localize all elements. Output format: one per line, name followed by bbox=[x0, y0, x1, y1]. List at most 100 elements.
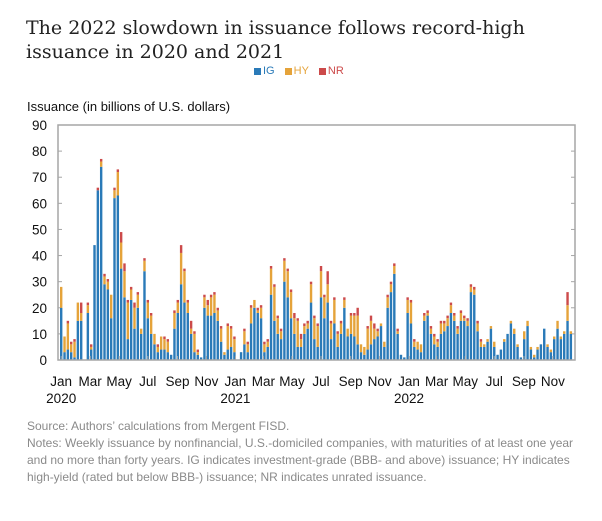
bar-nr bbox=[316, 323, 319, 327]
bar-hy bbox=[333, 299, 336, 324]
bar-ig bbox=[506, 333, 509, 360]
bar-ig bbox=[436, 346, 439, 360]
bar-hy bbox=[306, 323, 309, 329]
bar-ig bbox=[186, 313, 189, 360]
bar-nr bbox=[86, 302, 90, 306]
bar-hy bbox=[513, 328, 516, 334]
bar-nr bbox=[96, 187, 100, 191]
bar-hy bbox=[369, 320, 373, 345]
bar-ig bbox=[366, 349, 369, 360]
bar-ig bbox=[526, 326, 529, 360]
bar-nr bbox=[413, 339, 416, 342]
bar-ig bbox=[309, 302, 313, 360]
bar-hy bbox=[126, 302, 130, 340]
bar-nr bbox=[206, 299, 209, 306]
bar-ig bbox=[116, 195, 120, 360]
bar-ig bbox=[239, 352, 243, 360]
bar-nr bbox=[126, 299, 130, 303]
bar-hy bbox=[409, 302, 413, 324]
bar-nr bbox=[226, 323, 229, 327]
bar-ig bbox=[306, 328, 309, 360]
x-tick-label: May bbox=[279, 374, 305, 389]
bar-ig bbox=[163, 349, 166, 360]
bar-ig bbox=[319, 297, 323, 360]
bar-nr bbox=[123, 263, 126, 272]
bar-ig bbox=[546, 346, 549, 360]
bar-hy bbox=[119, 242, 123, 269]
bar-hy bbox=[359, 344, 363, 353]
bar-ig bbox=[339, 333, 343, 360]
bar-hy bbox=[189, 328, 193, 334]
bar-nr bbox=[396, 328, 399, 332]
bar-hy bbox=[203, 297, 206, 308]
y-tick-label: 60 bbox=[32, 196, 47, 211]
bar-ig bbox=[293, 333, 296, 360]
bar-ig bbox=[316, 346, 319, 360]
bar-hy bbox=[283, 260, 286, 282]
x-tick-label: Sep bbox=[339, 374, 363, 389]
bar-hy bbox=[419, 344, 423, 353]
y-tick-label: 30 bbox=[32, 275, 47, 290]
bar-ig bbox=[269, 294, 273, 360]
bar-hy bbox=[536, 346, 539, 350]
bar-hy bbox=[206, 305, 209, 316]
bar-ig bbox=[553, 339, 556, 360]
bar-hy bbox=[116, 172, 120, 196]
bar-hy bbox=[183, 271, 186, 303]
bar-nr bbox=[149, 313, 153, 316]
bar-hy bbox=[363, 346, 366, 355]
bar-nr bbox=[249, 305, 253, 308]
bar-hy bbox=[546, 344, 549, 347]
bar-nr bbox=[296, 318, 299, 321]
bar-ig bbox=[196, 354, 199, 360]
bar-ig bbox=[483, 346, 486, 360]
bar-nr bbox=[339, 320, 343, 324]
bar-ig bbox=[113, 198, 116, 360]
bar-hy bbox=[209, 297, 213, 316]
bar-ig bbox=[459, 320, 463, 360]
bar-ig bbox=[133, 328, 136, 360]
bars bbox=[60, 158, 573, 360]
bar-ig bbox=[273, 320, 276, 360]
bar-hy bbox=[356, 315, 359, 345]
bar-nr bbox=[79, 302, 83, 313]
bar-nr bbox=[113, 187, 116, 191]
bar-ig bbox=[283, 281, 286, 360]
bar-hy bbox=[553, 336, 556, 340]
bar-ig bbox=[353, 336, 356, 360]
bar-nr bbox=[256, 307, 259, 311]
bar-hy bbox=[60, 286, 63, 308]
bar-ig bbox=[393, 273, 396, 360]
bar-hy bbox=[469, 286, 473, 293]
bar-nr bbox=[369, 315, 373, 321]
bar-ig bbox=[146, 318, 150, 360]
y-tick-label: 0 bbox=[39, 353, 47, 368]
bar-ig bbox=[279, 339, 283, 360]
bar-hy bbox=[353, 315, 356, 337]
bar-hy bbox=[316, 326, 319, 347]
bar-hy bbox=[286, 271, 289, 298]
bar-ig bbox=[149, 333, 153, 360]
bar-ig bbox=[159, 349, 163, 360]
bar-hy bbox=[249, 307, 253, 324]
bar-nr bbox=[393, 263, 396, 266]
bar-hy bbox=[313, 318, 316, 340]
bar-hy bbox=[296, 320, 299, 347]
x-tick-label: Jul bbox=[486, 374, 503, 389]
bar-ig bbox=[396, 333, 399, 360]
bar-nr bbox=[366, 326, 369, 329]
bar-ig bbox=[533, 357, 536, 360]
bar-nr bbox=[386, 294, 389, 298]
bar-ig bbox=[223, 354, 226, 360]
bar-ig bbox=[216, 320, 219, 360]
bar-nr bbox=[283, 258, 286, 261]
bar-hy bbox=[156, 346, 159, 353]
bar-nr bbox=[343, 297, 346, 300]
bar-nr bbox=[299, 333, 303, 340]
bar-ig bbox=[356, 344, 359, 360]
bar-ig bbox=[406, 313, 409, 360]
bar-nr bbox=[129, 286, 133, 290]
bar-nr bbox=[219, 326, 223, 329]
bar-nr bbox=[233, 336, 236, 340]
bar-ig bbox=[169, 354, 173, 360]
